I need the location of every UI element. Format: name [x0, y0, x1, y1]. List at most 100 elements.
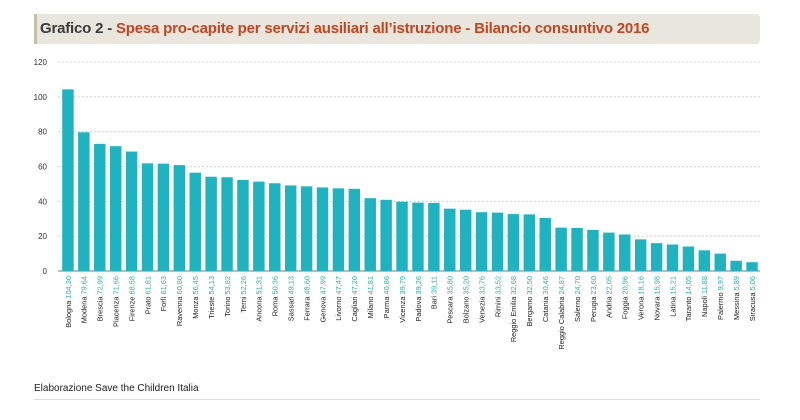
category-label: Messina 5,89: [732, 276, 741, 320]
category-name: Firenze: [127, 295, 136, 322]
category-label: Pescara 35,80: [446, 276, 455, 324]
category-label: Bari 39,11: [430, 276, 439, 309]
value-label: 56,45: [191, 276, 200, 295]
bar: [189, 172, 201, 271]
category-name: Rimini: [493, 295, 502, 318]
category-label: Brescia 72,99: [96, 276, 105, 321]
value-label: 9,97: [716, 276, 725, 290]
value-label: 15,98: [652, 276, 661, 295]
category-label: Milano 41,81: [366, 276, 375, 318]
category-label: Bergamo 32,50: [525, 276, 534, 327]
category-label: Trieste 54,13: [207, 276, 216, 319]
category-name: Bolzano: [461, 295, 470, 324]
category-name: Perugia: [589, 295, 598, 323]
value-label: 79,64: [80, 276, 89, 295]
category-name: Terni: [239, 295, 248, 313]
category-name: Piacenza: [111, 295, 120, 327]
bar: [746, 262, 758, 271]
value-label: 47,20: [350, 276, 359, 295]
category-name: Livorno: [334, 295, 343, 321]
bar: [587, 229, 599, 271]
category-label: Vicenza 39,79: [398, 276, 407, 323]
category-label: Prato 61,81: [143, 276, 152, 314]
category-label: Roma 50,36: [271, 276, 280, 316]
value-label: 104,30: [64, 276, 73, 299]
value-label: 49,13: [286, 276, 295, 295]
bar: [269, 183, 281, 271]
category-label: Terni 52,26: [239, 276, 248, 313]
category-name: Latina: [668, 295, 677, 317]
bar: [221, 177, 233, 271]
value-label: 54,13: [207, 276, 216, 295]
value-label: 30,46: [541, 276, 550, 295]
y-tick-label: 120: [34, 58, 48, 67]
value-label: 72,99: [96, 276, 105, 295]
category-name: Forlì: [159, 295, 168, 312]
chart-title-lead: Grafico 2 -: [40, 20, 116, 37]
category-name: Reggio Emilia: [509, 295, 518, 343]
category-label: Modena 79,64: [80, 276, 89, 323]
category-label: Venezia 33,76: [477, 276, 486, 323]
category-label: Ravenna 60,80: [175, 276, 184, 326]
category-label: Latina 15,21: [668, 276, 677, 317]
bar: [78, 132, 90, 271]
chart-title-bar: Grafico 2 - Spesa pro-capite per servizi…: [34, 14, 760, 44]
bar: [523, 214, 536, 271]
bar: [125, 151, 138, 271]
category-label: Livorno 47,47: [334, 276, 343, 321]
category-label: Parma 40,86: [382, 276, 391, 318]
category-label: Salerno 24,70: [573, 276, 582, 322]
category-name: Napoli: [700, 294, 709, 317]
chart-title: Grafico 2 - Spesa pro-capite per servizi…: [40, 20, 650, 37]
category-label: Monza 56,45: [191, 276, 200, 319]
bar: [428, 202, 440, 271]
category-name: Novara: [652, 295, 661, 321]
bar: [396, 201, 408, 271]
value-label: 5,06: [748, 276, 757, 290]
category-label: Ancona 51,31: [255, 276, 264, 322]
category-name: Ravenna: [175, 295, 184, 327]
value-label: 33,52: [493, 276, 502, 295]
value-label: 35,80: [446, 276, 455, 295]
category-name: Salerno: [573, 295, 582, 323]
value-label: 24,87: [557, 276, 566, 295]
bar: [634, 239, 647, 271]
category-label: Napoli 11,88: [700, 276, 709, 317]
value-label: 48,60: [302, 276, 311, 295]
category-label: Verona 18,16: [636, 276, 645, 320]
category-name: Prato: [143, 295, 152, 315]
category-name: Vicenza: [398, 295, 407, 323]
bar: [380, 199, 392, 271]
value-label: 18,16: [636, 276, 645, 295]
value-label: 47,47: [334, 276, 343, 295]
value-label: 35,20: [461, 276, 470, 295]
bar-layer: [62, 89, 758, 271]
bar: [714, 253, 726, 271]
value-label: 50,36: [271, 276, 280, 295]
bar: [332, 188, 345, 271]
bar: [94, 143, 106, 271]
bar: [237, 179, 249, 271]
bar: [412, 202, 424, 271]
value-label: 71,66: [111, 276, 120, 295]
bar: [698, 250, 711, 271]
category-label: Genova 47,99: [318, 276, 327, 322]
category-label: Piacenza 71,66: [111, 276, 120, 327]
y-tick-label: 100: [34, 93, 48, 102]
value-label: 32,50: [525, 276, 534, 295]
value-label: 51,31: [255, 276, 264, 295]
category-name: Genova: [318, 295, 327, 323]
value-label: 20,96: [621, 276, 630, 295]
value-label: 33,76: [477, 276, 486, 295]
bar: [459, 209, 472, 271]
category-name: Taranto: [684, 295, 693, 322]
bar: [348, 188, 361, 271]
bar: [650, 243, 663, 271]
category-name: Palermo: [716, 290, 725, 320]
y-tick-label: 80: [38, 128, 47, 137]
category-label: Perugia 23,60: [589, 276, 598, 322]
value-label: 32,68: [509, 276, 518, 295]
bar: [364, 198, 376, 271]
bar: [539, 217, 551, 271]
category-name: Roma: [271, 295, 280, 317]
